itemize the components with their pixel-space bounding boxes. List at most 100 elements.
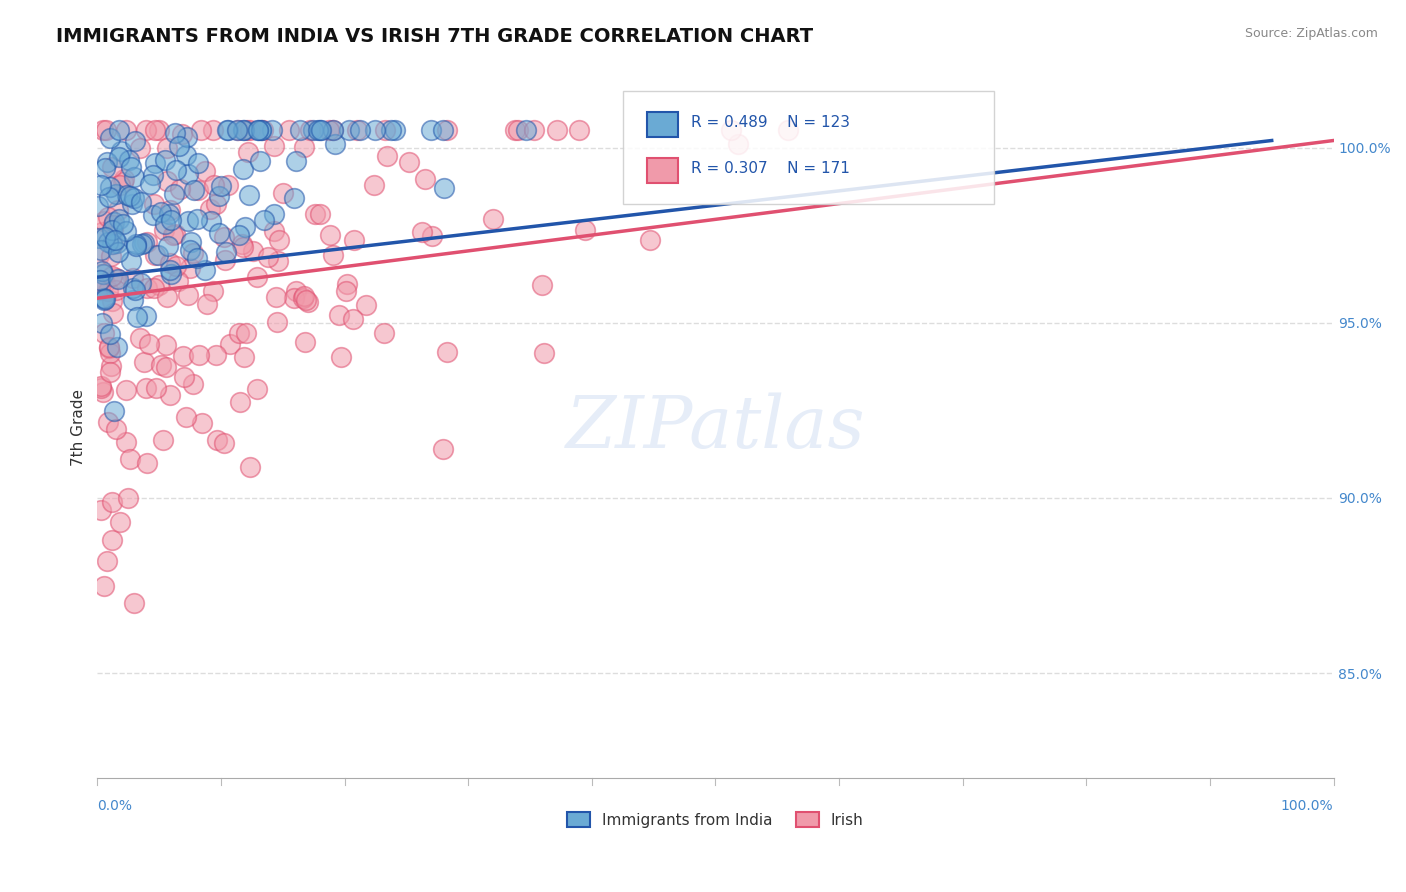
Point — [89, 284, 111, 298]
Point — [209, 179, 232, 194]
FancyBboxPatch shape — [623, 92, 994, 203]
Point — [118, 188, 141, 202]
Text: 0.0%: 0.0% — [97, 799, 132, 814]
Point — [364, 123, 387, 137]
Point — [363, 178, 385, 192]
Point — [266, 314, 288, 328]
Point — [153, 153, 176, 167]
Point — [167, 274, 190, 288]
Point — [114, 123, 136, 137]
Point — [169, 182, 191, 196]
Point — [232, 240, 254, 254]
Point — [105, 235, 128, 250]
Point — [172, 349, 194, 363]
Point — [179, 244, 201, 258]
Point — [91, 123, 114, 137]
Point — [135, 381, 157, 395]
Point — [138, 177, 160, 191]
Point — [152, 433, 174, 447]
Point — [135, 456, 157, 470]
Point — [143, 197, 166, 211]
Point — [204, 348, 226, 362]
Point — [267, 253, 290, 268]
Point — [124, 284, 146, 298]
Point — [207, 433, 229, 447]
Point — [96, 235, 118, 249]
Point — [94, 123, 117, 137]
Point — [208, 226, 231, 240]
Point — [328, 308, 350, 322]
Point — [96, 554, 118, 568]
Point — [101, 223, 124, 237]
Point — [292, 288, 315, 302]
Legend: Immigrants from India, Irish: Immigrants from India, Irish — [561, 805, 870, 834]
Point — [143, 281, 166, 295]
Point — [508, 123, 530, 137]
Point — [112, 217, 135, 231]
Point — [322, 123, 344, 137]
Point — [242, 244, 264, 258]
Point — [342, 312, 364, 326]
Point — [129, 194, 152, 209]
Point — [90, 263, 112, 277]
Point — [120, 160, 142, 174]
Point — [170, 127, 193, 141]
Point — [187, 348, 209, 362]
Point — [117, 491, 139, 505]
Point — [136, 235, 159, 249]
Point — [108, 212, 131, 227]
Point — [89, 231, 111, 245]
Point — [177, 167, 200, 181]
Point — [115, 188, 138, 202]
Point — [384, 123, 406, 137]
Point — [292, 291, 315, 305]
Point — [124, 596, 146, 610]
Point — [105, 340, 128, 354]
Point — [319, 227, 342, 242]
Point — [249, 153, 271, 168]
Point — [93, 293, 115, 307]
Point — [135, 123, 157, 137]
Point — [503, 123, 526, 137]
Point — [231, 236, 253, 251]
Point — [217, 123, 239, 137]
Point — [128, 141, 150, 155]
Point — [239, 123, 262, 137]
Point — [266, 290, 288, 304]
Point — [183, 183, 205, 197]
Point — [294, 140, 316, 154]
Point — [160, 268, 183, 282]
Text: Source: ZipAtlas.com: Source: ZipAtlas.com — [1244, 27, 1378, 40]
Point — [104, 271, 127, 285]
Point — [574, 223, 596, 237]
Point — [165, 163, 187, 178]
Point — [122, 169, 145, 184]
Point — [232, 123, 254, 137]
Point — [141, 169, 163, 183]
Point — [149, 204, 172, 219]
Point — [93, 267, 115, 281]
Point — [638, 233, 661, 247]
Point — [349, 123, 371, 137]
Point — [122, 271, 145, 285]
Point — [330, 350, 353, 364]
Point — [176, 129, 198, 144]
Point — [94, 161, 117, 176]
Point — [194, 164, 217, 178]
Point — [129, 331, 152, 345]
Point — [93, 326, 115, 341]
Point — [294, 335, 316, 350]
Point — [91, 316, 114, 330]
Point — [156, 290, 179, 304]
Point — [143, 248, 166, 262]
Point — [208, 188, 231, 202]
Point — [148, 278, 170, 293]
Point — [134, 355, 156, 369]
Point — [233, 219, 256, 234]
Point — [101, 533, 124, 547]
Point — [103, 404, 125, 418]
Point — [103, 214, 125, 228]
Point — [98, 179, 121, 194]
Point — [727, 137, 749, 152]
Point — [413, 172, 436, 186]
